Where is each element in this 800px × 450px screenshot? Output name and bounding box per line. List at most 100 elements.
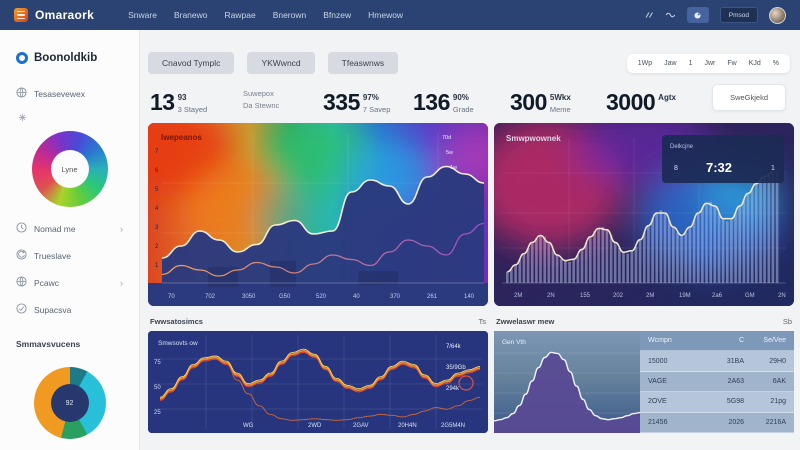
range-option-jaw[interactable]: Jaw bbox=[664, 59, 677, 67]
activity-icon[interactable] bbox=[665, 10, 676, 20]
corner-label: 1w bbox=[450, 165, 457, 171]
table-cell-c2: 2216A bbox=[765, 418, 786, 426]
stat-card-3000: 3000 Agtx bbox=[606, 91, 703, 114]
table-header-c1: C bbox=[738, 337, 744, 345]
table-cell-name: 2OVE bbox=[648, 398, 667, 406]
range-option-1wp[interactable]: 1Wp bbox=[637, 59, 653, 67]
time-range-control: 1Wp Jaw 1 Jwr Fw KJd% bbox=[626, 53, 790, 73]
x-tick: GM bbox=[745, 293, 755, 299]
range-option-kjd[interactable]: KJd bbox=[748, 59, 761, 67]
table-row[interactable]: 15000 31BA 29H0 bbox=[640, 351, 794, 372]
y-tick: 50 bbox=[154, 385, 161, 391]
nav-item-hmewow[interactable]: Hmewow bbox=[368, 10, 404, 20]
sparkle-icon bbox=[18, 109, 27, 127]
refresh-icon bbox=[16, 249, 27, 262]
bar-series bbox=[506, 171, 779, 283]
right-label: 35/9Gb bbox=[446, 365, 466, 371]
sidebar: Boonoldkib Tesasevewex Lyne Nomad me › Tru… bbox=[0, 30, 140, 450]
sidebar-item-supacsva[interactable]: Supacsva bbox=[0, 296, 139, 323]
table-row[interactable]: 2OVE 5G98 21pg bbox=[640, 392, 794, 413]
nav-item-rawpae[interactable]: Rawpae bbox=[224, 10, 256, 20]
corner-label: 5w bbox=[446, 150, 453, 156]
tab-tfeaswnws[interactable]: Tfeaswnws bbox=[327, 52, 399, 74]
table-cell-c1: 5G98 bbox=[726, 398, 744, 406]
x-axis-strip bbox=[148, 283, 488, 306]
chart-title: Iwepeanos bbox=[161, 133, 202, 142]
x-tick: 3050 bbox=[242, 294, 256, 300]
stats-action-button[interactable]: SweGkjekd bbox=[712, 84, 786, 111]
y-tick: 6 bbox=[155, 168, 159, 174]
y-tick: 75 bbox=[154, 360, 161, 366]
x-tick: 2M bbox=[646, 293, 654, 299]
table-row[interactable]: 21456 2026 2216A bbox=[640, 412, 794, 434]
x-tick: 2a6 bbox=[712, 293, 723, 299]
x-tick: 140 bbox=[464, 294, 475, 300]
spectrum-line-chart[interactable]: Iwepeanos 70d 5w 1w 7 6 5 4 3 2 1 70 702 3050 G50 520 4… bbox=[148, 123, 488, 306]
tab-ykwwncd[interactable]: YKWwncd bbox=[247, 52, 315, 74]
sidebar-item-label: Trueslave bbox=[34, 250, 72, 261]
tab-cnavod-tymplc[interactable]: Cnavod Tymplc bbox=[148, 52, 235, 74]
user-avatar[interactable] bbox=[769, 6, 786, 24]
range-option-1[interactable]: 1 bbox=[688, 59, 693, 67]
table-cell-c1: 2026 bbox=[728, 418, 744, 426]
bottom-label: 2WD bbox=[308, 423, 322, 429]
stat-card-13: 13 93 3 Stayed bbox=[150, 89, 243, 115]
stat-value: 13 bbox=[150, 89, 175, 115]
legend-box[interactable]: Delkcjne 8 7:32 1 bbox=[662, 135, 784, 183]
primary-nav: Snware Branewo Rawpae Bnerown Bfnzew Hmewow bbox=[128, 10, 403, 20]
right-label: 294k bbox=[446, 386, 460, 392]
x-tick: 40 bbox=[353, 294, 360, 300]
range-option-jwr[interactable]: Jwr bbox=[704, 59, 716, 67]
sidebar-menu: Nomad me › Trueslave Pcawc › Supacsva bbox=[0, 215, 139, 323]
sidebar-logo[interactable]: Boonoldkib bbox=[0, 42, 139, 80]
x-tick: 155 bbox=[580, 293, 591, 299]
charts-top-row: Iwepeanos 70d 5w 1w 7 6 5 4 3 2 1 70 702 3050 G50 520 4… bbox=[148, 123, 794, 306]
navbar-actions: Pmsod bbox=[644, 6, 786, 24]
app-logo-icon[interactable] bbox=[14, 8, 28, 22]
sidebar-item-primary[interactable]: Tesasevewex bbox=[0, 80, 139, 107]
sidebar-item-nomad-me[interactable]: Nomad me › bbox=[0, 215, 139, 242]
sidebar-item-pcawc[interactable]: Pcawc › bbox=[0, 269, 139, 296]
main-content: Cnavod Tymplc YKWwncd Tfeaswnws 1Wp Jaw 1 Jwr… bbox=[140, 30, 800, 450]
nav-item-bfnzew[interactable]: Bfnzew bbox=[323, 10, 352, 20]
range-option-[interactable]: % bbox=[772, 59, 779, 67]
table-cell-c2: 6AK bbox=[772, 378, 786, 386]
table-row[interactable]: VAGE 2A63 6AK bbox=[640, 371, 794, 393]
inner-label: Smwsovts ow bbox=[158, 340, 198, 347]
stat-delta: Agtx bbox=[658, 93, 676, 102]
stat-delta: 97% bbox=[362, 93, 379, 102]
volume-bar-chart[interactable]: Smwpwownek Delkcjne 8 7:32 1 2M 2N 155 202 2… bbox=[494, 123, 794, 306]
x-tick: 520 bbox=[316, 294, 327, 300]
sidebar-item-trueslave[interactable]: Trueslave bbox=[0, 242, 139, 269]
x-tick: 19M bbox=[679, 293, 691, 299]
x-tick: 2N bbox=[547, 293, 555, 299]
globe-icon bbox=[16, 276, 27, 289]
x-tick: 2M bbox=[514, 293, 522, 299]
stat-card-136: 136 90% Grade bbox=[413, 91, 510, 115]
wave-chart-svg: Smwsovts ow 75 50 25 7/64k 35/9Gb 294k WG 2WD 2G… bbox=[148, 331, 488, 433]
table-cell-c1: 2A63 bbox=[727, 378, 744, 386]
bottom-label: 2G5M4N bbox=[441, 423, 465, 429]
chart-title: Smwpwownek bbox=[506, 134, 561, 143]
usage-donut-chart[interactable]: 92 bbox=[33, 367, 106, 439]
nav-item-branewo[interactable]: Branewo bbox=[173, 10, 208, 20]
category-donut-chart[interactable]: Lyne bbox=[31, 131, 108, 207]
legend-main-value: 7:32 bbox=[706, 160, 732, 175]
shortcut-icon[interactable] bbox=[644, 10, 654, 20]
stat-card-335: 335 97% 7 Savep bbox=[323, 89, 413, 115]
legend-label: Delkcjne bbox=[670, 144, 694, 150]
nav-item-snware[interactable]: Snware bbox=[128, 10, 157, 20]
distribution-area-chart[interactable]: Gen Vth bbox=[493, 331, 641, 433]
legend-right-value: 1 bbox=[771, 165, 775, 172]
stat-value: 335 bbox=[323, 89, 360, 115]
clock-icon bbox=[16, 222, 27, 235]
moon-icon-button[interactable] bbox=[686, 7, 709, 23]
range-option-fw[interactable]: Fw bbox=[727, 59, 737, 67]
bell-line bbox=[493, 351, 641, 422]
table-header-c2: Se/Vee bbox=[763, 337, 786, 345]
stat-caption: 3 Stayed bbox=[177, 105, 208, 114]
login-button[interactable]: Pmsod bbox=[719, 7, 758, 23]
signal-wave-chart[interactable]: Smwsovts ow 75 50 25 7/64k 35/9Gb 294k WG 2WD 2G… bbox=[148, 331, 488, 433]
nav-item-bnerown[interactable]: Bnerown bbox=[272, 10, 307, 20]
right-label: 7/64k bbox=[446, 344, 462, 350]
